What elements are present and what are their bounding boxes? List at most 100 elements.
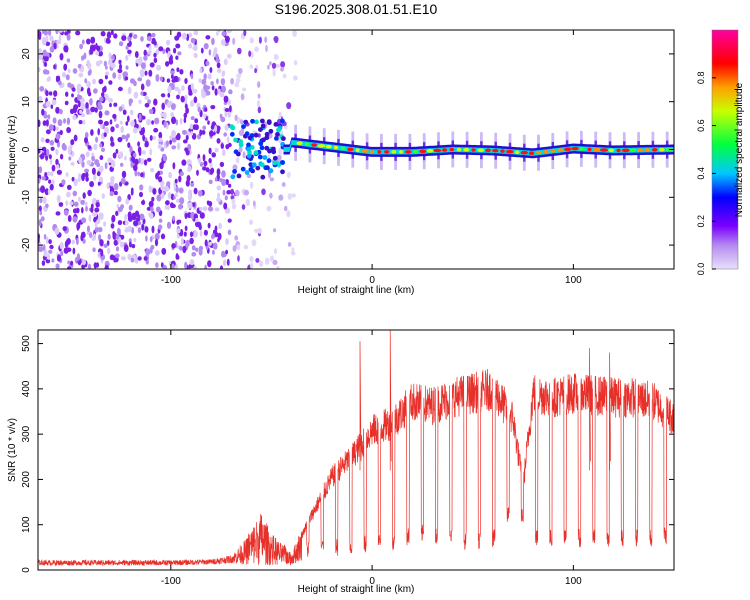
spectrogram-noise-dot <box>87 263 92 269</box>
snr-y-tick-label: 300 <box>21 425 32 442</box>
spectrogram-noise-dot <box>207 260 212 268</box>
snr-frame <box>37 329 675 571</box>
spectrogram-noise-dot <box>84 132 89 139</box>
spectrogram-noise-dot <box>228 89 233 95</box>
spectrogram-noise-dot <box>216 197 222 203</box>
spectrogram-signal-blob <box>253 132 259 138</box>
spectrogram-hotspot <box>557 148 564 152</box>
spectrogram-noise-dot <box>66 127 71 134</box>
spectrogram-noise-dot <box>160 192 165 199</box>
spectrogram-noise-dot <box>127 86 132 95</box>
spectrogram-noise-dot <box>133 91 139 99</box>
spectrogram-noise-dot <box>80 65 85 73</box>
spectrogram-noise-dot <box>146 206 152 211</box>
snr-y-tick-label: 500 <box>21 335 32 352</box>
spectrogram-noise-dot <box>124 213 127 221</box>
spectrogram-noise-dot <box>185 135 189 141</box>
spectrogram-noise-dot <box>175 186 179 193</box>
spectrogram-noise-dot <box>207 120 210 125</box>
spectrogram-signal-blob <box>230 125 236 131</box>
spectrogram-noise-dot <box>94 226 100 233</box>
spectrogram-noise-dot <box>257 81 261 88</box>
spectrogram-noise-dot <box>80 234 84 242</box>
spectrogram-noise-dot <box>281 182 286 187</box>
spectrogram-noise-dot <box>189 237 194 245</box>
spectrogram-noise-dot <box>48 124 54 131</box>
colorbar: 0.0 0.2 0.4 0.6 0.8 Normalized spectral ampl… <box>696 29 745 275</box>
spectrogram-noise-dot <box>120 234 125 240</box>
spectrogram-noise-dot <box>117 137 123 143</box>
spectrogram-noise-dot <box>125 65 129 70</box>
spectrogram-signal-blob <box>276 127 281 133</box>
spectrogram-noise-dot <box>171 145 177 150</box>
spectrogram-noise-dot <box>96 162 101 168</box>
spectrogram-noise-dot <box>154 238 159 247</box>
spectrogram-signal-blob <box>253 150 259 156</box>
spectrogram-noise-dot <box>127 194 131 201</box>
spectrogram-noise-dot <box>129 145 133 153</box>
spectrogram-noise-dot <box>89 181 94 188</box>
spectrogram-noise-dot <box>236 73 242 79</box>
spectrogram-noise-dot <box>167 100 173 105</box>
spectrogram-noise-dot <box>209 168 214 175</box>
spectrogram-noise-dot <box>143 256 148 261</box>
spectrogram-noise-dot <box>65 172 69 177</box>
spectrogram-noise-dot <box>38 148 41 154</box>
spectrogram-noise-dot <box>43 249 48 257</box>
spectrogram-noise-dot <box>63 118 66 124</box>
spectrogram-noise-dot <box>95 202 100 208</box>
spectrogram-noise-dot <box>179 229 184 237</box>
spectrogram-noise-dot <box>236 244 241 251</box>
spectrogram-hotspot <box>325 144 332 149</box>
colorbar-ticks: 0.0 0.2 0.4 0.6 0.8 <box>696 72 716 275</box>
spectrogram-noise-dot <box>93 262 98 269</box>
spectrogram-noise-dot <box>58 34 62 42</box>
spectrogram-noise-dot <box>238 129 244 136</box>
spectrogram-noise-dot <box>258 36 262 44</box>
spectrogram-noise-dot <box>107 157 113 163</box>
spectrogram-noise-dot <box>55 75 61 80</box>
spectrogram-noise-dot <box>208 179 213 185</box>
spectrogram-noise-dot <box>173 47 177 54</box>
spectrogram-noise-dot <box>94 207 100 213</box>
spectrogram-noise-dot <box>156 64 162 71</box>
spectrogram-noise-dot <box>172 215 176 222</box>
spectrogram-noise-dot <box>56 164 60 169</box>
spectrogram-noise-dot <box>97 181 101 186</box>
spectrogram-noise-dot <box>174 86 180 92</box>
spectrogram-noise-dot <box>193 52 198 59</box>
spectrogram-noise-dot <box>156 194 162 202</box>
spectrogram-noise-dot <box>214 147 219 153</box>
spectrogram-noise-dot <box>140 91 144 96</box>
spectrogram-noise-dot <box>98 78 104 85</box>
spectrogram-noise-dot <box>49 46 55 53</box>
spectrogram-noise-dot <box>104 71 110 76</box>
spectrogram-noise-dot <box>85 205 88 212</box>
spectrogram-noise-dot <box>177 51 182 56</box>
spectrogram-noise-dot <box>254 46 259 52</box>
snr-y-label: SNR (10 * v/v) <box>7 418 18 482</box>
spectrogram-noise-dot <box>269 61 272 66</box>
spectrogram-noise-dot <box>221 30 227 37</box>
spectrogram-noise-dot <box>170 112 175 118</box>
spectrogram-hotspot <box>608 148 614 153</box>
spectrogram-noise-dot <box>149 236 153 243</box>
spectrogram-noise-dot <box>111 160 116 168</box>
spectrogram-noise-dot <box>72 114 77 121</box>
spectrogram-noise-dot <box>76 83 82 91</box>
spectrogram-noise-dot <box>176 94 180 100</box>
spectrogram-signal-blob <box>258 127 263 132</box>
spectrogram-noise-dot <box>41 108 45 116</box>
spectrogram-noise-dot <box>283 205 288 212</box>
spectrogram-hotspot <box>485 148 491 153</box>
spectrogram-noise-dot <box>211 249 215 255</box>
spectrogram-noise-dot <box>117 86 123 92</box>
spectrogram-noise-dot <box>211 37 215 46</box>
spectrogram-noise-dot <box>38 66 41 73</box>
spectrogram-noise-dot <box>129 109 134 115</box>
spectrogram-noise-dot <box>243 30 247 37</box>
spectrogram-noise-dot <box>120 125 124 133</box>
spectrogram-hotspot <box>391 150 397 154</box>
spectrogram-noise-dot <box>149 148 153 156</box>
